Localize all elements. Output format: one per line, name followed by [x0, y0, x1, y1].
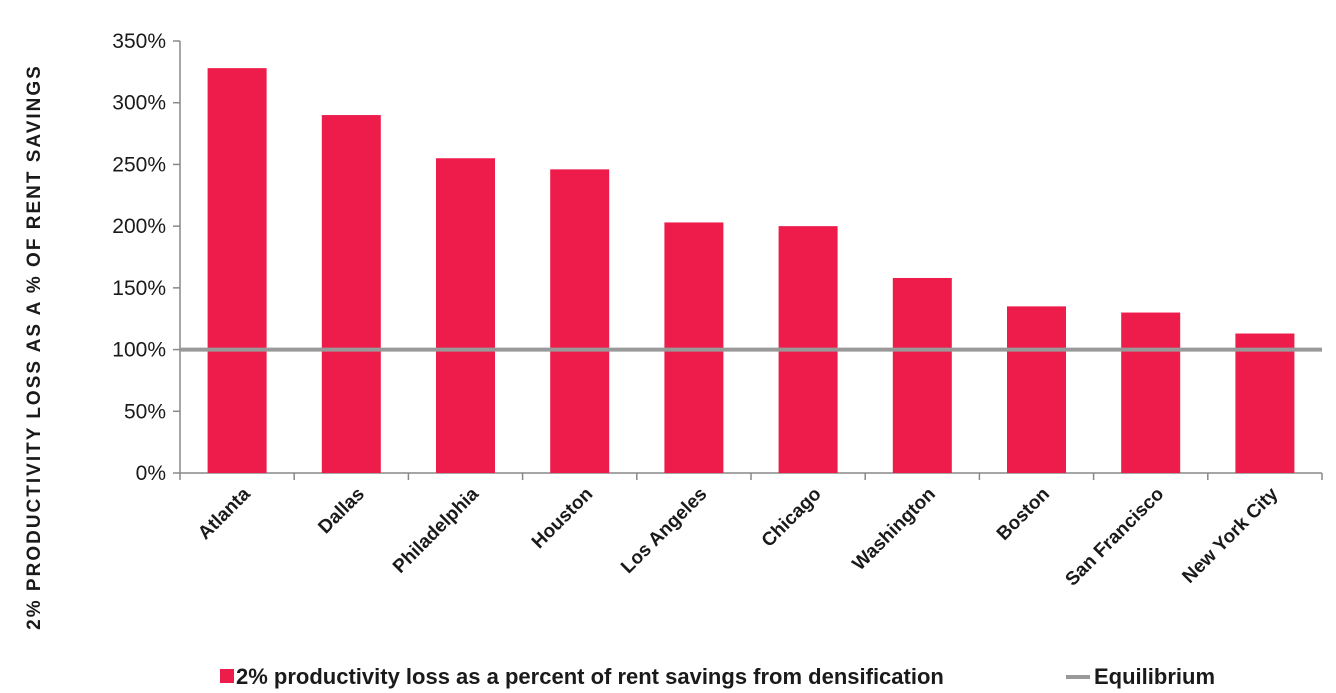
- x-axis: [179, 472, 1323, 480]
- y-tick-label: 50%: [124, 400, 166, 423]
- y-tick-label: 350%: [112, 30, 166, 53]
- y-tick-label: 200%: [112, 215, 166, 238]
- x-category-label: Washington: [849, 484, 940, 575]
- y-axis: 0% 50% 100% 150% 200% 250% 300% 350%: [112, 30, 181, 485]
- x-category-label: New York City: [1178, 483, 1282, 587]
- bar: [436, 158, 495, 473]
- x-category-label: Dallas: [314, 484, 368, 538]
- x-category-label: Boston: [993, 484, 1054, 545]
- bar: [892, 277, 952, 473]
- x-category-label: Houston: [528, 484, 597, 553]
- bar: [207, 68, 267, 473]
- bar: [321, 115, 381, 474]
- category-labels: Atlanta Dallas Philadelphia Houston Los Ange…: [194, 483, 1282, 590]
- y-tick-label: 150%: [112, 277, 166, 300]
- bar: [1235, 333, 1295, 473]
- legend: 2% productivity loss as a percent of ren…: [220, 664, 1215, 689]
- x-category-label: Atlanta: [194, 483, 255, 544]
- y-axis-label: 2% PRODUCTIVITY LOSS AS A % OF RENT SAVI…: [24, 64, 45, 630]
- legend-label-equilibrium: Equilibrium: [1094, 664, 1215, 689]
- x-category-label: Chicago: [758, 484, 826, 552]
- bar: [1007, 306, 1066, 473]
- legend-label-bars: 2% productivity loss as a percent of ren…: [236, 664, 944, 689]
- bars: [207, 68, 1295, 474]
- x-category-label: San Francisco: [1062, 484, 1169, 591]
- legend-swatch-bars: [220, 669, 234, 683]
- bar: [550, 169, 610, 473]
- bar: [1121, 312, 1181, 473]
- x-category-label: Philadelphia: [389, 483, 483, 577]
- y-tick-label: 0%: [136, 462, 166, 485]
- y-tick-label: 300%: [112, 92, 166, 115]
- x-category-label: Los Angeles: [617, 484, 711, 578]
- y-tick-label: 250%: [112, 153, 166, 176]
- y-tick-label: 100%: [112, 339, 166, 362]
